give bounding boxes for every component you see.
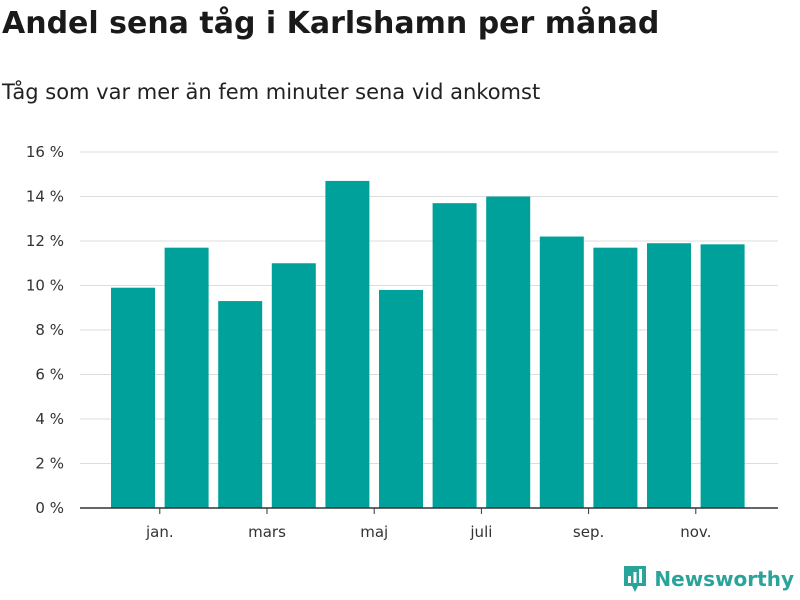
bar	[593, 247, 638, 509]
x-tick-label: sep.	[573, 523, 604, 541]
y-tick-label: 6 %	[35, 366, 64, 384]
x-tick-label: nov.	[680, 523, 711, 541]
y-tick-label: 10 %	[26, 277, 64, 295]
x-tick-label: maj	[360, 523, 388, 541]
chart-title: Andel sena tåg i Karlshamn per månad	[2, 6, 660, 41]
bar	[486, 196, 531, 508]
bars	[111, 180, 745, 509]
bar	[379, 289, 423, 508]
x-tick-label: juli	[469, 523, 492, 541]
bar	[111, 287, 155, 508]
bar-chart-badge-icon	[624, 566, 647, 592]
bar	[325, 180, 370, 509]
x-axis	[80, 507, 778, 514]
bar	[539, 236, 584, 509]
y-tick-label: 8 %	[35, 321, 64, 339]
y-tick-label: 4 %	[35, 410, 64, 428]
bar	[271, 263, 316, 508]
y-tick-label: 2 %	[35, 455, 64, 473]
bar	[218, 301, 263, 508]
y-axis-labels: 0 % 2 % 4 % 6 % 8 % 10 % 12 % 14 % 16 %	[26, 143, 64, 517]
y-tick-label: 0 %	[35, 499, 64, 517]
chart-subtitle: Tåg som var mer än fem minuter sena vid …	[2, 80, 541, 104]
bar	[432, 203, 477, 509]
bar	[164, 247, 209, 509]
y-tick-label: 12 %	[26, 232, 64, 250]
y-tick-label: 16 %	[26, 143, 64, 161]
brand-name: Newsworthy	[654, 567, 794, 591]
bar	[700, 244, 745, 508]
newsworthy-logo: Newsworthy	[622, 564, 794, 594]
y-tick-label: 14 %	[26, 188, 64, 206]
x-tick-label: mars	[248, 523, 286, 541]
x-axis-labels: jan. mars maj juli sep. nov.	[145, 523, 711, 541]
x-tick-label: jan.	[145, 523, 174, 541]
bar	[647, 243, 691, 508]
